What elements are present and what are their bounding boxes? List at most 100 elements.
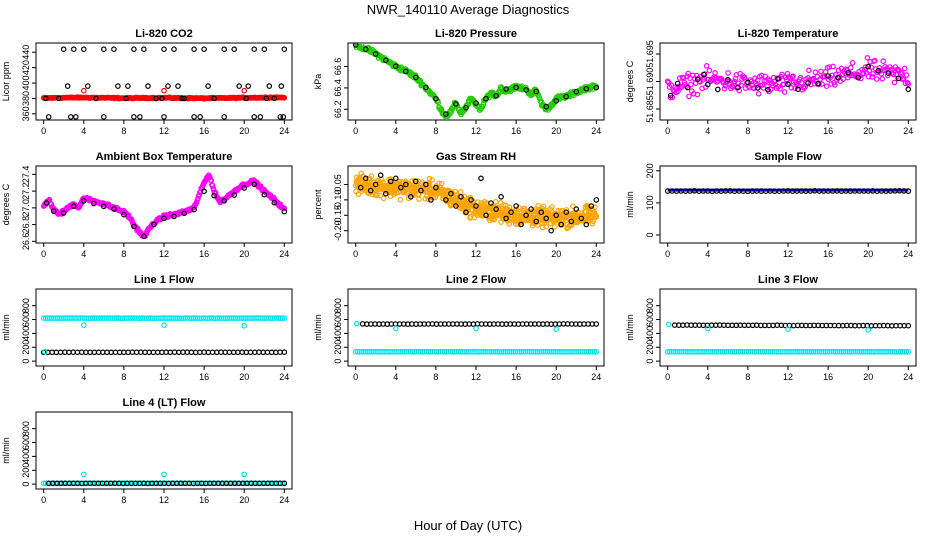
data-point: [675, 88, 681, 95]
y-tick-label: 27.0: [21, 199, 31, 217]
data-point: [903, 348, 910, 355]
series-green: [352, 43, 600, 120]
data-point: [443, 197, 449, 203]
data-point: [903, 72, 910, 78]
data-point: [145, 83, 151, 89]
data-point: [683, 83, 690, 89]
data-point: [281, 349, 288, 356]
x-tick-label: 0: [353, 249, 358, 259]
data-point: [263, 95, 270, 102]
data-point: [771, 78, 778, 85]
series-black: [42, 46, 287, 120]
data-point: [755, 91, 762, 97]
x-tick-label: 24: [591, 126, 601, 136]
panel-title: Li-820 Pressure: [435, 28, 517, 40]
data-point: [790, 73, 796, 80]
x-tick-label: 8: [121, 495, 126, 505]
data-point: [175, 83, 181, 89]
data-markers: [40, 315, 288, 356]
data-point: [498, 194, 504, 200]
data-point: [251, 114, 258, 120]
series-black: [357, 172, 600, 234]
data-point: [392, 175, 399, 182]
data-point: [271, 199, 278, 206]
data-point: [423, 84, 429, 91]
x-tick-label: 16: [823, 249, 833, 259]
data-point: [153, 95, 159, 102]
data-point: [862, 64, 869, 70]
y-tick-label: -0.20: [333, 220, 343, 241]
x-tick-label: 24: [279, 372, 289, 382]
x-tick-label: 20: [239, 249, 249, 259]
data-markers: [664, 321, 912, 355]
data-point: [714, 86, 721, 93]
y-tick-label: 400: [333, 326, 343, 341]
x-tick-label: 16: [199, 495, 209, 505]
data-point: [593, 214, 600, 220]
data-point: [473, 100, 479, 106]
y-tick-label: 26.6: [21, 233, 31, 251]
data-point: [405, 189, 411, 195]
data-point: [387, 178, 394, 185]
y-axis-label: ml/min: [625, 314, 635, 341]
x-axis-title: Hour of Day (UTC): [413, 518, 523, 533]
x-tick-label: 16: [199, 249, 209, 259]
x-tick-label: 16: [511, 372, 521, 382]
x-tick-label: 24: [279, 126, 289, 136]
x-tick-label: 12: [159, 126, 169, 136]
y-axis-label: degrees C: [625, 60, 635, 102]
data-point: [885, 70, 892, 77]
data-point: [41, 348, 48, 355]
data-point: [428, 197, 434, 203]
data-point: [492, 198, 499, 205]
data-point: [231, 192, 238, 198]
data-point: [677, 84, 684, 91]
series-black: [664, 188, 912, 195]
data-point: [245, 83, 252, 89]
data-point: [473, 325, 479, 332]
x-tick-label: 20: [551, 126, 561, 136]
y-tick-label: 800: [645, 298, 655, 313]
data-point: [191, 46, 197, 53]
y-tick-label: 0: [333, 359, 343, 364]
x-tick-label: 20: [239, 126, 249, 136]
data-markers: [664, 54, 912, 101]
data-point: [409, 178, 415, 184]
x-tick-label: 24: [591, 249, 601, 259]
data-point: [779, 71, 785, 78]
data-point: [402, 181, 409, 188]
data-point: [372, 181, 379, 188]
panel-title: Line 2 Flow: [446, 274, 506, 286]
data-point: [905, 81, 912, 87]
y-tick-label: 400: [645, 326, 655, 341]
data-point: [483, 95, 489, 102]
data-point: [42, 95, 49, 102]
data-point: [590, 218, 597, 225]
data-point: [279, 315, 286, 322]
series-black: [359, 321, 600, 327]
data-point: [735, 84, 741, 91]
data-point: [878, 70, 885, 77]
data-point: [278, 83, 285, 89]
data-point: [543, 223, 549, 230]
data-point: [412, 178, 419, 185]
data-point: [81, 198, 87, 204]
data-point: [111, 46, 117, 53]
panel-title: Ambient Box Temperature: [96, 151, 233, 163]
y-axis-label: degrees C: [1, 183, 11, 225]
data-point: [191, 206, 197, 213]
data-point: [503, 215, 509, 222]
y-tick-label: 27.2: [21, 182, 31, 200]
data-point: [251, 181, 258, 188]
panel-1: Li-820 Pressure kPa 0 4 8 12 16 20 24 66.2 66.4 66.…: [313, 28, 605, 136]
data-point: [563, 209, 570, 216]
y-tick-label: 200: [21, 463, 31, 478]
data-point: [368, 173, 375, 180]
data-point: [543, 215, 550, 222]
x-tick-label: 8: [745, 249, 750, 259]
data-point: [402, 68, 409, 75]
data-point: [855, 74, 862, 81]
data-point: [578, 215, 585, 222]
data-point: [700, 71, 707, 78]
data-point: [179, 95, 185, 102]
